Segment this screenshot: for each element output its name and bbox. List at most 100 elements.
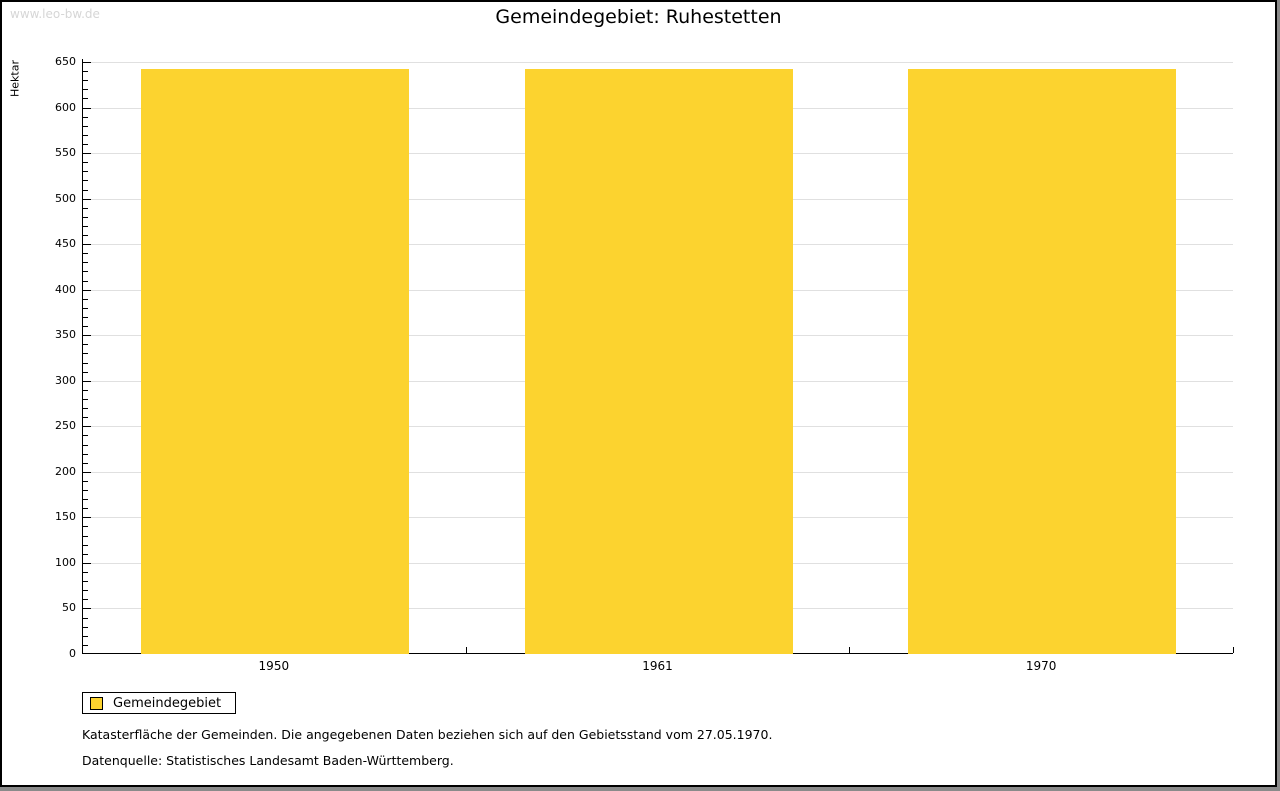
y-tick-10: [83, 644, 88, 646]
y-tick-label-600: 600: [55, 100, 76, 114]
y-tick-540: [83, 162, 88, 164]
y-tick-label-100: 100: [55, 555, 76, 569]
y-tick-330: [83, 353, 88, 355]
y-tick-480: [83, 216, 88, 218]
legend-label: Gemeindegebiet: [113, 695, 222, 711]
y-tick-650: [83, 62, 91, 63]
y-tick-50: [83, 608, 91, 610]
y-tick-390: [83, 298, 88, 300]
y-tick-310: [83, 371, 88, 373]
y-tick-130: [83, 535, 88, 537]
watermark: www.leo-bw.de: [10, 7, 100, 21]
y-tick-640: [83, 71, 88, 73]
y-tick-470: [83, 225, 88, 227]
x-boundary-tick-1: [465, 647, 467, 653]
y-tick-70: [83, 590, 88, 592]
y-tick-110: [83, 553, 88, 555]
y-tick-570: [83, 134, 88, 136]
y-tick-460: [83, 235, 88, 237]
y-tick-60: [83, 599, 88, 601]
y-tick-label-450: 450: [55, 237, 76, 251]
y-tick-240: [83, 435, 88, 437]
y-tick-270: [83, 408, 88, 410]
y-tick-530: [83, 171, 88, 173]
y-tick-300: [83, 380, 91, 382]
y-tick-100: [83, 562, 91, 564]
y-tick-430: [83, 262, 88, 264]
y-tick-520: [83, 180, 88, 182]
y-tick-350: [83, 335, 91, 337]
y-tick-120: [83, 544, 88, 546]
y-tick-label-550: 550: [55, 146, 76, 160]
y-tick-580: [83, 125, 88, 127]
y-tick-510: [83, 189, 88, 191]
y-tick-590: [83, 116, 88, 118]
x-boundary-tick-3: [1233, 647, 1234, 653]
y-tick-label-150: 150: [55, 510, 76, 524]
y-tick-0: [83, 653, 91, 654]
y-axis-title: Hektar: [8, 60, 22, 97]
y-tick-260: [83, 417, 88, 419]
bar-1950: [140, 69, 409, 654]
y-tick-180: [83, 490, 88, 492]
y-tick-label-0: 0: [69, 647, 76, 660]
legend-box: Gemeindegebiet: [82, 692, 237, 714]
bar-1961: [524, 69, 793, 654]
y-tick-label-650: 650: [55, 55, 76, 68]
y-tick-230: [83, 444, 88, 446]
x-tick-label-1950: 1950: [258, 659, 290, 673]
y-tick-label-500: 500: [55, 191, 76, 205]
y-tick-360: [83, 326, 88, 328]
y-tick-160: [83, 508, 88, 510]
y-tick-label-400: 400: [55, 282, 76, 296]
y-tick-440: [83, 253, 88, 255]
y-tick-560: [83, 143, 88, 145]
footnote-source-note: Katasterfläche der Gemeinden. Die angege…: [82, 727, 773, 742]
y-tick-80: [83, 581, 88, 583]
gridline-650: [83, 62, 1233, 63]
y-tick-490: [83, 207, 88, 209]
y-tick-140: [83, 526, 88, 528]
y-tick-370: [83, 317, 88, 318]
y-tick-30: [83, 626, 88, 628]
bar-1970: [908, 69, 1177, 654]
y-tick-190: [83, 480, 88, 482]
y-axis-line-stub: [82, 59, 83, 63]
y-tick-220: [83, 453, 88, 455]
y-tick-170: [83, 499, 88, 501]
y-tick-610: [83, 98, 88, 100]
y-tick-20: [83, 635, 88, 637]
y-tick-420: [83, 271, 88, 273]
y-tick-200: [83, 471, 91, 473]
y-tick-450: [83, 244, 91, 246]
y-tick-320: [83, 362, 88, 364]
y-tick-290: [83, 389, 88, 391]
y-tick-210: [83, 462, 88, 464]
chart-title: Gemeindegebiet: Ruhestetten: [495, 6, 782, 28]
y-tick-label-300: 300: [55, 373, 76, 387]
y-tick-600: [83, 107, 91, 109]
y-tick-40: [83, 617, 88, 619]
y-tick-label-350: 350: [55, 328, 76, 342]
y-tick-380: [83, 307, 88, 309]
y-tick-280: [83, 398, 88, 400]
y-tick-340: [83, 344, 88, 346]
y-tick-400: [83, 289, 91, 291]
plot-area: [82, 62, 1234, 654]
y-tick-250: [83, 426, 91, 428]
y-tick-620: [83, 89, 88, 91]
y-tick-550: [83, 153, 91, 155]
x-tick-label-1970: 1970: [1025, 659, 1057, 673]
y-tick-label-50: 50: [62, 601, 76, 615]
footnote-data-source: Datenquelle: Statistisches Landesamt Bad…: [82, 753, 454, 768]
x-boundary-tick-2: [849, 647, 851, 653]
y-tick-630: [83, 80, 88, 82]
y-tick-410: [83, 280, 88, 282]
x-tick-label-1961: 1961: [642, 659, 673, 673]
y-tick-label-200: 200: [55, 464, 76, 478]
y-tick-label-250: 250: [55, 419, 76, 433]
y-tick-500: [83, 198, 91, 200]
legend-swatch-gemeindegebiet: [90, 696, 103, 710]
y-tick-150: [83, 517, 91, 519]
